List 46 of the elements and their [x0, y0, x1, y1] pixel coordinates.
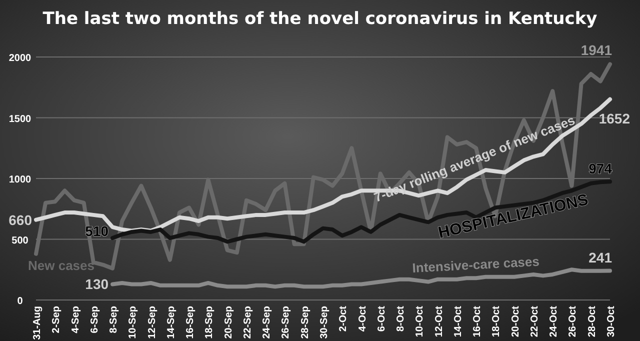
x-tick-label: 30-Sep [319, 306, 330, 339]
data-label: 974 [588, 160, 612, 177]
x-tick-label: 2-Sep [51, 306, 62, 334]
x-tick-label: 10-Sep [128, 306, 139, 339]
x-tick-label: 28-Oct [586, 305, 598, 338]
x-tick-label: 18-Oct [491, 305, 502, 338]
x-tick-label: 8-Sep [108, 306, 120, 334]
data-label: 660 [8, 212, 32, 228]
x-tick-label: 22-Sep [242, 306, 254, 339]
data-label: 241 [588, 250, 612, 266]
x-tick-label: 18-Sep [204, 306, 216, 339]
x-tick-label: 24-Oct [548, 305, 560, 338]
x-tick-label: 22-Oct [529, 305, 540, 338]
x-tick-label: 20-Oct [510, 305, 522, 338]
data-label: 1652 [598, 110, 630, 126]
series-label: New cases [28, 258, 94, 273]
x-tick-label: 24-Sep [262, 306, 273, 339]
x-tick-label: 12-Oct [434, 305, 445, 338]
data-label: 510 [85, 223, 109, 240]
x-tick-label: 31-Aug [32, 306, 43, 340]
x-tick-label: 6-Oct [376, 305, 388, 332]
x-tick-label: 14-Sep [166, 306, 177, 339]
x-tick-label: 20-Sep [223, 306, 234, 339]
x-tick-label: 16-Oct [472, 305, 484, 338]
x-tick-label: 30-Oct [606, 305, 617, 338]
x-tick-label: 26-Oct [568, 305, 579, 338]
y-tick-label: 0 [17, 296, 24, 307]
x-tick-label: 8-Oct [396, 305, 407, 332]
data-label: 1941 [580, 42, 612, 58]
x-tick-label: 2-Oct [338, 305, 350, 332]
x-tick-label: 14-Oct [452, 305, 464, 338]
x-tick-label: 28-Sep [300, 306, 311, 339]
x-tick-label: 10-Oct [414, 305, 426, 338]
x-tick-label: 12-Sep [146, 306, 158, 339]
y-tick-label: 2000 [8, 53, 32, 64]
x-tick-label: 4-Sep [70, 306, 82, 334]
x-tick-label: 16-Sep [185, 306, 196, 339]
series-label: Intensive-care cases [412, 254, 540, 276]
x-tick-label: 26-Sep [280, 306, 292, 339]
y-tick-label: 1000 [8, 174, 32, 186]
chart-title: The last two months of the novel coronavirus in Kentucky [42, 9, 598, 29]
x-tick-label: 6-Sep [89, 306, 100, 334]
y-tick-label: 500 [12, 235, 29, 246]
y-tick-label: 1500 [8, 114, 32, 125]
data-label: 130 [85, 276, 109, 292]
x-tick-label: 4-Oct [357, 305, 368, 332]
